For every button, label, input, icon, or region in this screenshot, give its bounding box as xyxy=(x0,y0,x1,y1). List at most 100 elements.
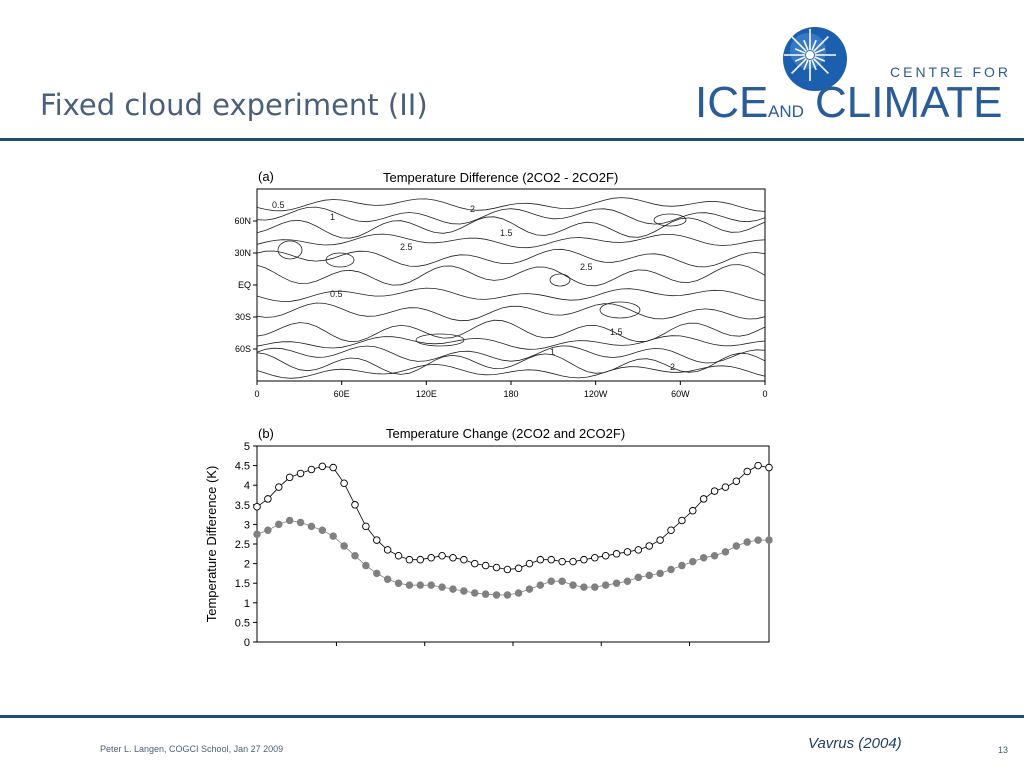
panel-b-y-tick-label: 3.5 xyxy=(235,500,250,512)
panel-b-open-point xyxy=(645,542,653,550)
panel-b-open-point xyxy=(514,564,523,573)
panel-b-open-point xyxy=(591,553,599,562)
panel-b-filled-point xyxy=(470,589,479,597)
panel-a-y-tick-label: 30N xyxy=(234,248,251,258)
panel-a-contour-map: (a) Temperature Difference (2CO2 - 2CO2F… xyxy=(234,169,767,399)
panel-b-open-point xyxy=(721,483,730,491)
panel-a-contour-label: 2.5 xyxy=(400,242,413,252)
panel-b-open-point xyxy=(253,503,261,511)
panel-a-label: (a) xyxy=(258,169,274,184)
panel-b-y-tick-label: 3 xyxy=(244,519,250,531)
panel-b-open-point xyxy=(525,559,534,568)
panel-b-open-point xyxy=(329,463,337,472)
panel-a-contour-line xyxy=(256,352,766,375)
panel-a-contour-line xyxy=(256,248,766,268)
panel-b-filled-point xyxy=(710,552,719,560)
slide-title: Fixed cloud experiment (II) xyxy=(40,88,428,122)
panel-a-y-tick-label: 60N xyxy=(234,216,251,226)
panel-b-open-point xyxy=(743,467,751,476)
panel-b-open-point xyxy=(481,561,490,570)
panel-b-open-point xyxy=(634,546,643,554)
panel-b-open-point xyxy=(667,526,675,535)
panel-b-open-point xyxy=(340,479,348,487)
panel-b-filled-point xyxy=(362,561,370,570)
panel-b-open-point xyxy=(449,553,457,562)
panel-a-x-tick-label: 60W xyxy=(671,389,690,399)
panel-b-label: (b) xyxy=(258,426,274,441)
panel-a-contour-label: 1 xyxy=(330,212,335,222)
panel-a-contour-line xyxy=(256,233,766,249)
logo-ray xyxy=(803,39,809,51)
panel-a-contour-line xyxy=(256,216,766,239)
footer-rule xyxy=(0,715,1024,718)
logo-ray xyxy=(803,59,809,71)
panel-b-filled-point xyxy=(427,581,435,589)
panel-b-open-point xyxy=(678,516,686,525)
panel-b-filled-point xyxy=(580,583,588,591)
panel-b-open-point xyxy=(285,473,294,482)
panel-b-filled-point xyxy=(754,536,762,544)
panel-b-filled-point xyxy=(765,536,773,544)
panel-b-open-point xyxy=(394,552,403,560)
logo-ray xyxy=(814,48,826,54)
panel-b-filled-point xyxy=(634,573,643,582)
panel-b-filled-point xyxy=(264,526,272,535)
panel-b-open-point xyxy=(569,557,577,566)
panel-b-filled-point xyxy=(503,591,512,599)
panel-b-open-point xyxy=(296,469,305,478)
figure: (a) Temperature Difference (2CO2 - 2CO2F… xyxy=(204,169,773,649)
header-rule xyxy=(0,138,1024,141)
citation: Vavrus (2004) xyxy=(808,735,902,752)
panel-b-open-point xyxy=(416,555,425,564)
panel-a-contour-line xyxy=(256,264,766,287)
panel-b-filled-point xyxy=(743,538,751,546)
footer-text: Peter L. Langen, COGCI School, Jan 27 20… xyxy=(100,744,284,754)
panel-a-x-tick-label: 0 xyxy=(254,389,259,399)
panel-b-open-point xyxy=(765,463,773,472)
panel-b-filled-point xyxy=(623,577,632,585)
panel-b-line-chart: (b) Temperature Change (2CO2 and 2CO2F) … xyxy=(204,426,773,649)
panel-b-filled-point xyxy=(591,583,599,591)
panel-a-contour-loop xyxy=(599,301,641,319)
panel-b-filled-point xyxy=(296,518,305,527)
panel-b-filled-point xyxy=(525,585,534,593)
panel-b-open-point xyxy=(405,555,414,564)
logo-word-and: AND xyxy=(768,102,804,121)
panel-a-contour-line xyxy=(256,319,766,343)
panel-a-x-tick-label: 180 xyxy=(503,389,518,399)
panel-b-open-point xyxy=(470,559,479,568)
panel-b-open-point xyxy=(547,555,556,564)
panel-b-ylabel: Temperature Difference (K) xyxy=(204,466,219,623)
panel-b-open-point xyxy=(264,495,272,503)
panel-a-contour-line xyxy=(256,335,766,350)
logo-ray xyxy=(794,56,806,62)
panel-b-filled-point xyxy=(438,583,446,591)
panel-b-y-tick-label: 4 xyxy=(244,480,250,492)
panel-a-contour-loop xyxy=(277,240,303,260)
panel-a-title: Temperature Difference (2CO2 - 2CO2F) xyxy=(383,170,618,185)
panel-b-open-point xyxy=(383,546,392,554)
panel-a-contour-line xyxy=(256,345,766,364)
panel-a-contour-label: 1.5 xyxy=(500,228,513,238)
panel-b-filled-point xyxy=(460,587,468,595)
logo-ray xyxy=(811,59,817,71)
panel-a-x-tick-label: 120E xyxy=(416,389,437,399)
panel-b-filled-point xyxy=(373,569,381,578)
panel-b-filled-point xyxy=(656,569,664,578)
page-number: 13 xyxy=(998,745,1009,755)
panel-b-filled-point xyxy=(318,526,327,535)
panel-b-series-line xyxy=(256,520,769,596)
panel-b-y-tick-label: 4.5 xyxy=(235,461,250,473)
logo-ray xyxy=(812,57,829,74)
panel-b-open-point xyxy=(373,536,381,544)
panel-b-open-point xyxy=(362,522,370,531)
panel-b-y-tick-label: 1.5 xyxy=(235,578,250,590)
panel-a-contour-loop xyxy=(653,213,687,227)
panel-b-open-point xyxy=(307,465,316,474)
panel-b-y-tick-label: 2 xyxy=(244,559,250,571)
panel-b-filled-point xyxy=(612,579,621,587)
panel-b-filled-point xyxy=(492,591,501,599)
panel-b-frame xyxy=(256,445,770,643)
panel-b-open-point xyxy=(503,565,512,574)
panel-b-open-point xyxy=(460,555,468,564)
